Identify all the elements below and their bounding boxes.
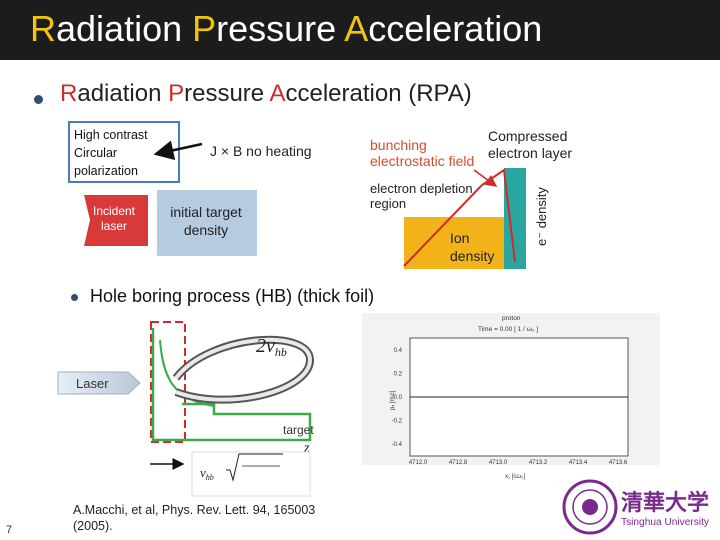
tsinghua-logo: 清華大学 Tsinghua University: [562, 479, 709, 535]
citation-line: A.Macchi, et al, Phys. Rev. Lett. 94, 16…: [73, 503, 316, 517]
bunching-label: electrostatic field: [370, 153, 474, 169]
slide-title: Radiation Pressure Acceleration: [30, 8, 543, 49]
no-heating-label: J × B no heating: [210, 143, 312, 159]
logo-english: Tsinghua University: [621, 517, 709, 528]
hole-boring-text: Hole boring process (HB) (thick foil): [90, 286, 375, 306]
compressed-label: Compressed: [488, 128, 567, 144]
plot-ytick-label: 0.2: [394, 372, 403, 378]
initial-density-label: density: [184, 222, 228, 238]
ion-density-block: [404, 217, 504, 269]
logo-seal: [562, 479, 618, 535]
laser-arrow: [57, 371, 141, 395]
plot-time-text: Time = 0.00 [ 1 / ω₀ ]: [478, 326, 538, 333]
plot-ytick-label: -0.2: [392, 419, 403, 425]
plot-title: proton Time = 0.00 [ 1 / ω₀ ]: [478, 315, 538, 333]
plot-xtick-label: 4712.0: [409, 460, 428, 466]
formula-lhs: vhb: [200, 465, 214, 482]
plot-xlabel: x₁ [cω₀]: [505, 474, 526, 480]
velocity-label: 2vhb: [256, 335, 287, 359]
page-number: 7: [6, 524, 13, 536]
formula-box: [191, 451, 311, 497]
target-profile: [151, 328, 312, 442]
citation: A.Macchi, et al, Phys. Rev. Lett. 94, 16…: [73, 502, 373, 534]
incident-laser-shape: [84, 195, 148, 246]
plot-y-ticks: 0.4 0.2 0.0 -0.2 -0.4: [392, 348, 403, 448]
initial-density-label: initial target: [170, 204, 242, 220]
plot-ytick-label: 0.4: [394, 348, 403, 354]
plot-xtick-label: 4713.4: [569, 460, 588, 466]
incident-laser-label: laser: [101, 219, 127, 233]
callout-line: Circular: [74, 146, 118, 160]
plot-ytick-label: -0.4: [392, 442, 403, 448]
initial-density-box: [157, 190, 257, 256]
boring-arc-inner: [174, 337, 313, 402]
slide-header: Radiation Pressure Acceleration: [0, 0, 720, 60]
plot-xtick-label: 4713.0: [489, 460, 508, 466]
boring-arc: [172, 335, 315, 404]
bullet-icon: [34, 95, 43, 104]
citation-line: (2005).: [73, 519, 113, 533]
callout-line: polarization: [74, 164, 138, 178]
bullet-icon: [71, 294, 78, 301]
laser-label: Laser: [76, 376, 109, 391]
plot-xtick-label: 4713.2: [529, 460, 548, 466]
bunching-arrow: [473, 169, 498, 187]
electron-layer-block: [504, 168, 526, 269]
ion-density-label: density: [450, 248, 494, 264]
logo-chinese: 清華大学: [621, 490, 709, 516]
compressed-label: electron layer: [488, 145, 572, 161]
depletion-label: electron depletion: [370, 181, 473, 196]
plot-title-text: proton: [502, 315, 521, 322]
formula-sketch: [226, 453, 283, 482]
incident-laser-label: Incident: [93, 204, 136, 218]
callout-line: High contrast: [74, 128, 148, 142]
target-label: target: [283, 423, 314, 437]
ion-density-label: Ion: [450, 230, 469, 246]
callout-arrow: [153, 140, 203, 161]
e-density-label: e⁻ density: [534, 187, 549, 246]
section-heading: Radiation Pressure Acceleration (RPA): [60, 80, 472, 107]
plot-xtick-label: 4713.6: [609, 460, 628, 466]
density-curve: [159, 339, 215, 407]
bunching-label: bunching: [370, 137, 427, 153]
plot-xtick-label: 4712.8: [449, 460, 468, 466]
plot-ylabel: pₓ [mᵢc]: [390, 390, 396, 410]
plot-x-ticks: 4712.0 4712.8 4713.0 4713.2 4713.4 4713.6: [409, 460, 628, 466]
laser-pulse-region: [150, 321, 186, 443]
depletion-label: region: [370, 196, 406, 211]
plot-ytick-label: 0.0: [394, 395, 403, 401]
z-label: z: [303, 441, 310, 456]
